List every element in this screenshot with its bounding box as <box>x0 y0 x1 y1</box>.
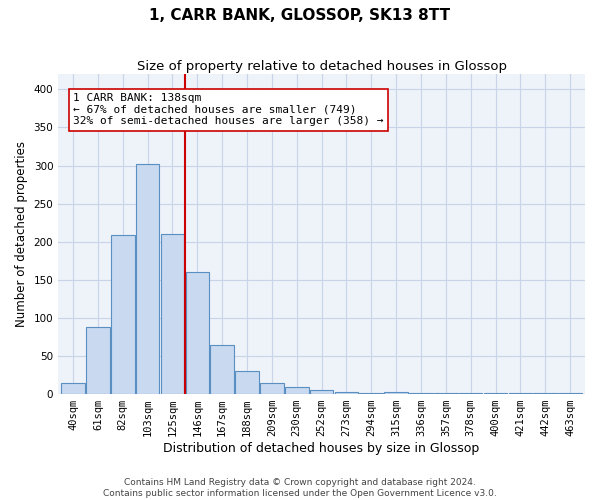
Text: 1 CARR BANK: 138sqm
← 67% of detached houses are smaller (749)
32% of semi-detac: 1 CARR BANK: 138sqm ← 67% of detached ho… <box>73 93 384 126</box>
Bar <box>533 392 557 394</box>
X-axis label: Distribution of detached houses by size in Glossop: Distribution of detached houses by size … <box>163 442 480 455</box>
Bar <box>260 382 284 394</box>
Bar <box>185 272 209 394</box>
Bar <box>335 392 358 394</box>
Bar <box>61 384 85 394</box>
Bar <box>235 371 259 394</box>
Bar <box>136 164 160 394</box>
Bar <box>310 390 334 394</box>
Bar <box>161 234 184 394</box>
Bar <box>111 235 134 394</box>
Bar <box>285 387 308 394</box>
Text: 1, CARR BANK, GLOSSOP, SK13 8TT: 1, CARR BANK, GLOSSOP, SK13 8TT <box>149 8 451 22</box>
Y-axis label: Number of detached properties: Number of detached properties <box>15 141 28 327</box>
Bar <box>385 392 408 394</box>
Text: Contains HM Land Registry data © Crown copyright and database right 2024.
Contai: Contains HM Land Registry data © Crown c… <box>103 478 497 498</box>
Bar <box>86 327 110 394</box>
Bar <box>211 346 234 394</box>
Title: Size of property relative to detached houses in Glossop: Size of property relative to detached ho… <box>137 60 506 73</box>
